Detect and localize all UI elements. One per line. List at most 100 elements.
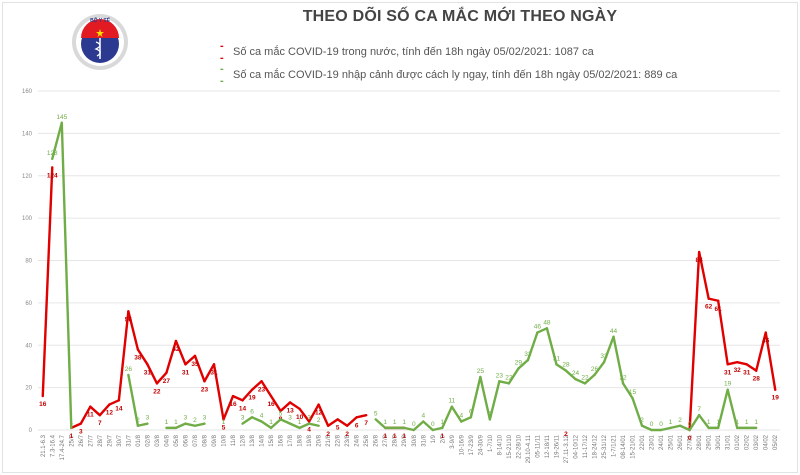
series-segment bbox=[583, 373, 596, 385]
series-segment bbox=[41, 166, 54, 398]
data-label: 0 bbox=[659, 421, 663, 428]
series-segment bbox=[336, 418, 349, 427]
x-tick-label: 3-9/9 bbox=[450, 434, 456, 448]
data-label: 14 bbox=[239, 405, 247, 412]
x-tick-label: 05/8 bbox=[174, 434, 180, 446]
x-tick-label: 10/8 bbox=[222, 434, 228, 446]
data-label: 1 bbox=[393, 433, 397, 440]
series-segment bbox=[250, 416, 263, 423]
x-tick-label: 22-28/10 bbox=[516, 434, 522, 458]
data-label: 19 bbox=[772, 395, 780, 402]
x-tick-label: 21/8 bbox=[326, 434, 332, 446]
data-label: 2 bbox=[317, 417, 321, 424]
series-segment bbox=[612, 335, 625, 385]
series-segment bbox=[136, 348, 149, 366]
legend-item-imported: - - Số ca mắc COVID-19 nhập cảnh được cá… bbox=[220, 63, 677, 87]
data-label: 6 bbox=[250, 408, 254, 415]
y-tick-label: 140 bbox=[22, 131, 33, 137]
x-tick-label: 8-14/10 bbox=[497, 434, 503, 455]
y-tick-label: 20 bbox=[25, 386, 32, 392]
data-label: 1 bbox=[402, 433, 406, 440]
data-label: 3 bbox=[288, 415, 292, 422]
series-segment bbox=[60, 121, 73, 430]
x-tick-label: 18-24/12 bbox=[593, 434, 599, 458]
series-segment bbox=[488, 380, 501, 421]
series-segment bbox=[231, 394, 244, 402]
data-label: 1 bbox=[393, 419, 397, 426]
data-label: 26 bbox=[591, 366, 599, 373]
x-tick-label: 25/7 bbox=[69, 434, 75, 446]
data-label: 4 bbox=[307, 427, 311, 434]
data-label: 0 bbox=[688, 435, 692, 442]
data-label: 4 bbox=[260, 413, 264, 420]
series-segment bbox=[288, 422, 301, 430]
series-segment bbox=[307, 403, 320, 423]
series-segment bbox=[146, 363, 159, 385]
x-tick-label: 14/8 bbox=[260, 434, 266, 446]
data-label: 23 bbox=[258, 386, 266, 393]
series-segment bbox=[659, 426, 672, 432]
data-label: 19 bbox=[724, 381, 732, 388]
data-label: 1 bbox=[165, 419, 169, 426]
data-label: 31 bbox=[724, 369, 732, 376]
data-label: 3 bbox=[146, 415, 150, 422]
data-label: 0 bbox=[412, 421, 416, 428]
data-label: 1 bbox=[298, 419, 302, 426]
data-label: 61 bbox=[715, 306, 723, 313]
x-tick-label: 19-26/11 bbox=[554, 434, 560, 458]
data-label: 84 bbox=[696, 257, 704, 264]
series-segment bbox=[688, 413, 701, 432]
x-tick-label: 19/8 bbox=[307, 434, 313, 446]
series-segment bbox=[108, 399, 121, 406]
series-segment bbox=[498, 380, 511, 385]
x-tick-label: 25/01 bbox=[669, 434, 675, 450]
green-dash-legend-icon: - - bbox=[220, 63, 224, 87]
x-tick-label: 17-23/9 bbox=[469, 434, 475, 455]
data-label: 1 bbox=[222, 419, 226, 426]
data-label: 22 bbox=[581, 374, 589, 381]
series-segment bbox=[203, 363, 216, 383]
x-tick-label: 15-21/10 bbox=[507, 434, 513, 458]
data-label: 3 bbox=[203, 415, 207, 422]
series-segment bbox=[89, 405, 102, 417]
data-label: 2 bbox=[564, 431, 568, 438]
series-segment bbox=[155, 371, 168, 385]
data-label: 28 bbox=[562, 362, 570, 369]
data-label: 56 bbox=[125, 316, 133, 323]
x-tick-label: 27/01 bbox=[688, 434, 694, 450]
data-label: 62 bbox=[705, 304, 713, 311]
series-segment bbox=[298, 407, 311, 423]
data-label: 31 bbox=[210, 369, 218, 376]
data-label: 22 bbox=[505, 374, 513, 381]
data-label: 1 bbox=[707, 419, 711, 426]
data-label: 4 bbox=[421, 413, 425, 420]
series-segment bbox=[526, 331, 539, 362]
series-segment bbox=[564, 369, 577, 381]
x-tick-label: 12/8 bbox=[241, 434, 247, 446]
legend-domestic-label: Số ca mắc COVID-19 trong nước, tính đến … bbox=[233, 46, 594, 58]
series-segment bbox=[574, 377, 587, 385]
data-label: 5 bbox=[336, 424, 340, 431]
data-label: 5 bbox=[279, 410, 283, 417]
series-segment bbox=[250, 380, 263, 391]
x-tick-label: 31/01 bbox=[726, 434, 732, 450]
x-tick-label: 27.11-3.12 bbox=[564, 434, 570, 463]
series-segment bbox=[212, 363, 225, 421]
x-tick-label: 11-17/12 bbox=[583, 434, 589, 458]
data-label: 1 bbox=[669, 419, 673, 426]
series-segment bbox=[726, 361, 739, 366]
x-tick-label: 30/01 bbox=[716, 434, 722, 450]
data-label: 22 bbox=[153, 388, 161, 395]
series-segment bbox=[422, 420, 434, 432]
data-label: 27 bbox=[163, 378, 171, 385]
legend-item-domestic: - - Số ca mắc COVID-19 trong nước, tính … bbox=[220, 40, 594, 64]
x-tick-label: 29.10-4.11 bbox=[526, 434, 532, 463]
series-segment bbox=[479, 375, 492, 421]
series-segment bbox=[678, 424, 691, 432]
series-segment bbox=[441, 405, 454, 430]
series-segment bbox=[193, 354, 206, 383]
x-tick-label: 01/02 bbox=[735, 434, 741, 450]
x-tick-label: 28/01 bbox=[697, 434, 703, 450]
x-tick-label: 31/8 bbox=[421, 434, 427, 446]
y-tick-label: 40 bbox=[25, 343, 32, 349]
